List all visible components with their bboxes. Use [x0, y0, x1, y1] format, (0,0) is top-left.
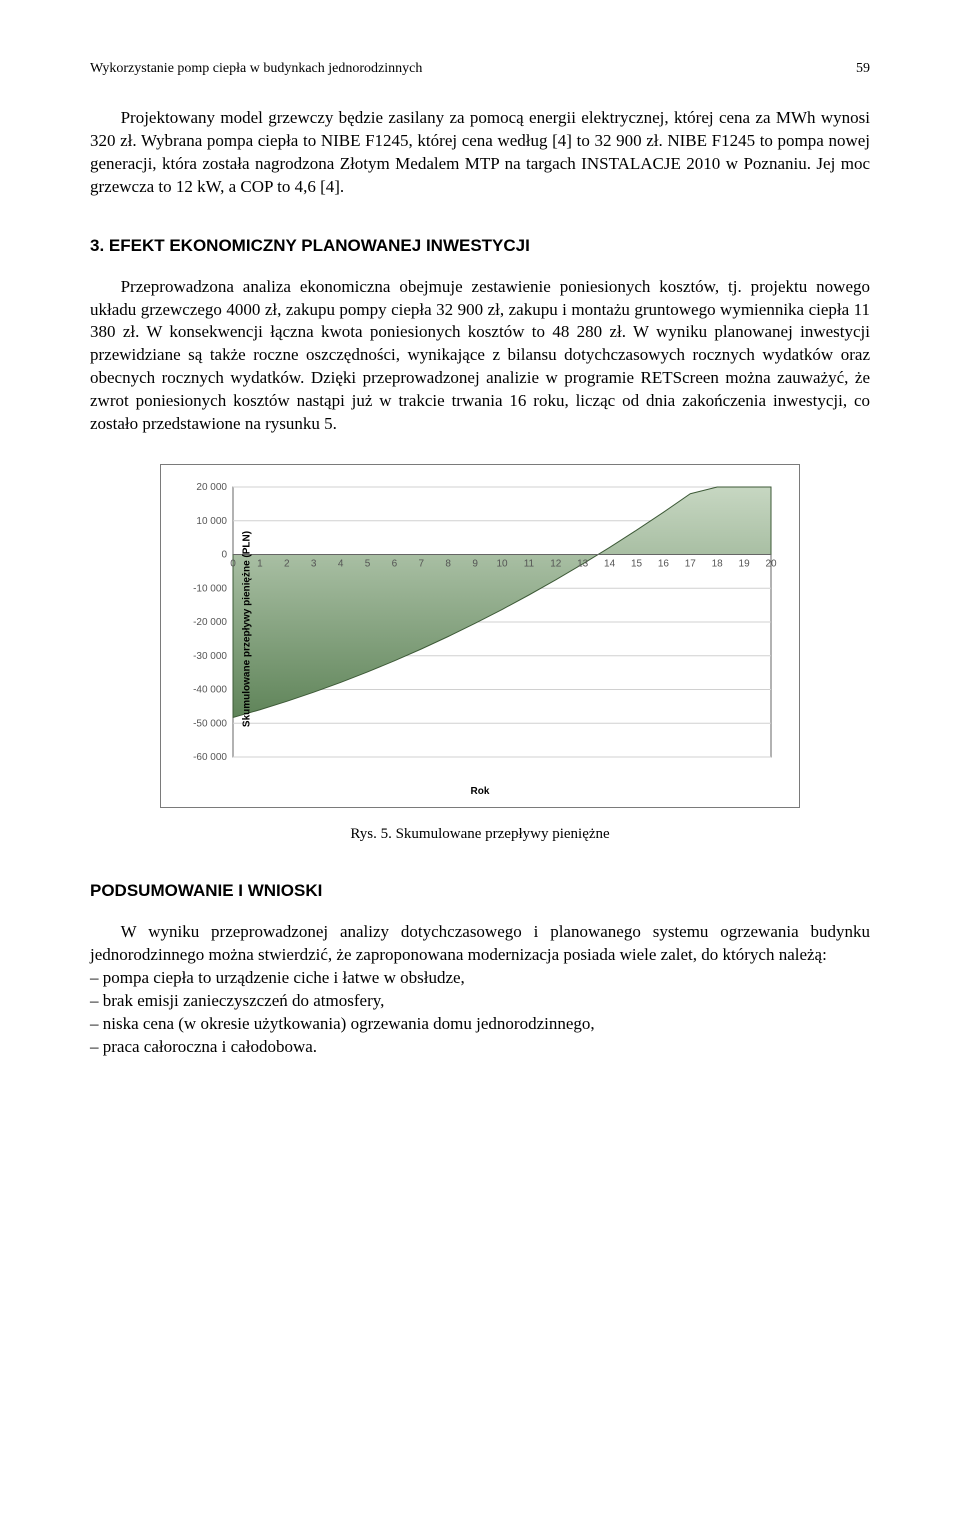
- svg-text:-40 000: -40 000: [193, 685, 227, 696]
- svg-text:-30 000: -30 000: [193, 651, 227, 662]
- summary-bullet-list: pompa ciepła to urządzenie ciche i łatwe…: [90, 967, 870, 1059]
- list-item: niska cena (w okresie użytkowania) ogrze…: [90, 1013, 870, 1036]
- svg-text:11: 11: [524, 559, 535, 570]
- section-summary-title: PODSUMOWANIE I WNIOSKI: [90, 880, 870, 903]
- svg-text:10 000: 10 000: [196, 516, 227, 527]
- paragraph-intro: Projektowany model grzewczy będzie zasil…: [90, 107, 870, 199]
- paragraph-summary-lead: W wyniku przeprowadzonej analizy dotychc…: [90, 921, 870, 967]
- svg-text:12: 12: [550, 559, 562, 570]
- svg-text:-60 000: -60 000: [193, 752, 227, 763]
- svg-text:9: 9: [472, 559, 478, 570]
- list-item: praca całoroczna i całodobowa.: [90, 1036, 870, 1059]
- svg-text:15: 15: [631, 559, 643, 570]
- svg-text:0: 0: [221, 550, 227, 561]
- svg-text:18: 18: [712, 559, 724, 570]
- chart-xlabel: Rok: [175, 785, 785, 799]
- page-header: Wykorzystanie pomp ciepła w budynkach je…: [90, 60, 870, 79]
- svg-text:5: 5: [365, 559, 371, 570]
- running-title: Wykorzystanie pomp ciepła w budynkach je…: [90, 60, 422, 79]
- svg-text:1: 1: [257, 559, 263, 570]
- svg-text:2: 2: [284, 559, 290, 570]
- paragraph-section3: Przeprowadzona analiza ekonomiczna obejm…: [90, 276, 870, 437]
- cashflow-chart: Skumulowane przepływy pieniężne (PLN) -6…: [181, 479, 781, 779]
- svg-text:7: 7: [419, 559, 425, 570]
- svg-text:-20 000: -20 000: [193, 617, 227, 628]
- chart-svg: -60 000 -50 000 -40 000 -30 000 -20 000 -10 0…: [181, 479, 781, 779]
- svg-text:17: 17: [685, 559, 697, 570]
- svg-text:3: 3: [311, 559, 317, 570]
- svg-text:19: 19: [739, 559, 751, 570]
- list-item: brak emisji zanieczyszczeń do atmosfery,: [90, 990, 870, 1013]
- chart-ylabel: Skumulowane przepływy pieniężne (PLN): [240, 531, 254, 727]
- svg-text:4: 4: [338, 559, 344, 570]
- svg-text:8: 8: [445, 559, 451, 570]
- svg-text:13: 13: [577, 559, 589, 570]
- svg-text:-50 000: -50 000: [193, 718, 227, 729]
- svg-text:10: 10: [496, 559, 508, 570]
- svg-text:20: 20: [765, 559, 777, 570]
- chart-frame: Skumulowane przepływy pieniężne (PLN) -6…: [160, 464, 800, 808]
- figure-5-caption: Rys. 5. Skumulowane przepływy pieniężne: [160, 824, 800, 844]
- list-item: pompa ciepła to urządzenie ciche i łatwe…: [90, 967, 870, 990]
- svg-text:0: 0: [230, 559, 236, 570]
- svg-text:6: 6: [392, 559, 398, 570]
- svg-text:16: 16: [658, 559, 670, 570]
- section-3-title: 3. EFEKT EKONOMICZNY PLANOWANEJ INWESTYC…: [90, 235, 870, 258]
- figure-5: Skumulowane przepływy pieniężne (PLN) -6…: [160, 464, 800, 844]
- svg-text:20 000: 20 000: [196, 482, 227, 493]
- svg-text:-10 000: -10 000: [193, 583, 227, 594]
- page-number: 59: [856, 60, 870, 79]
- svg-text:14: 14: [604, 559, 616, 570]
